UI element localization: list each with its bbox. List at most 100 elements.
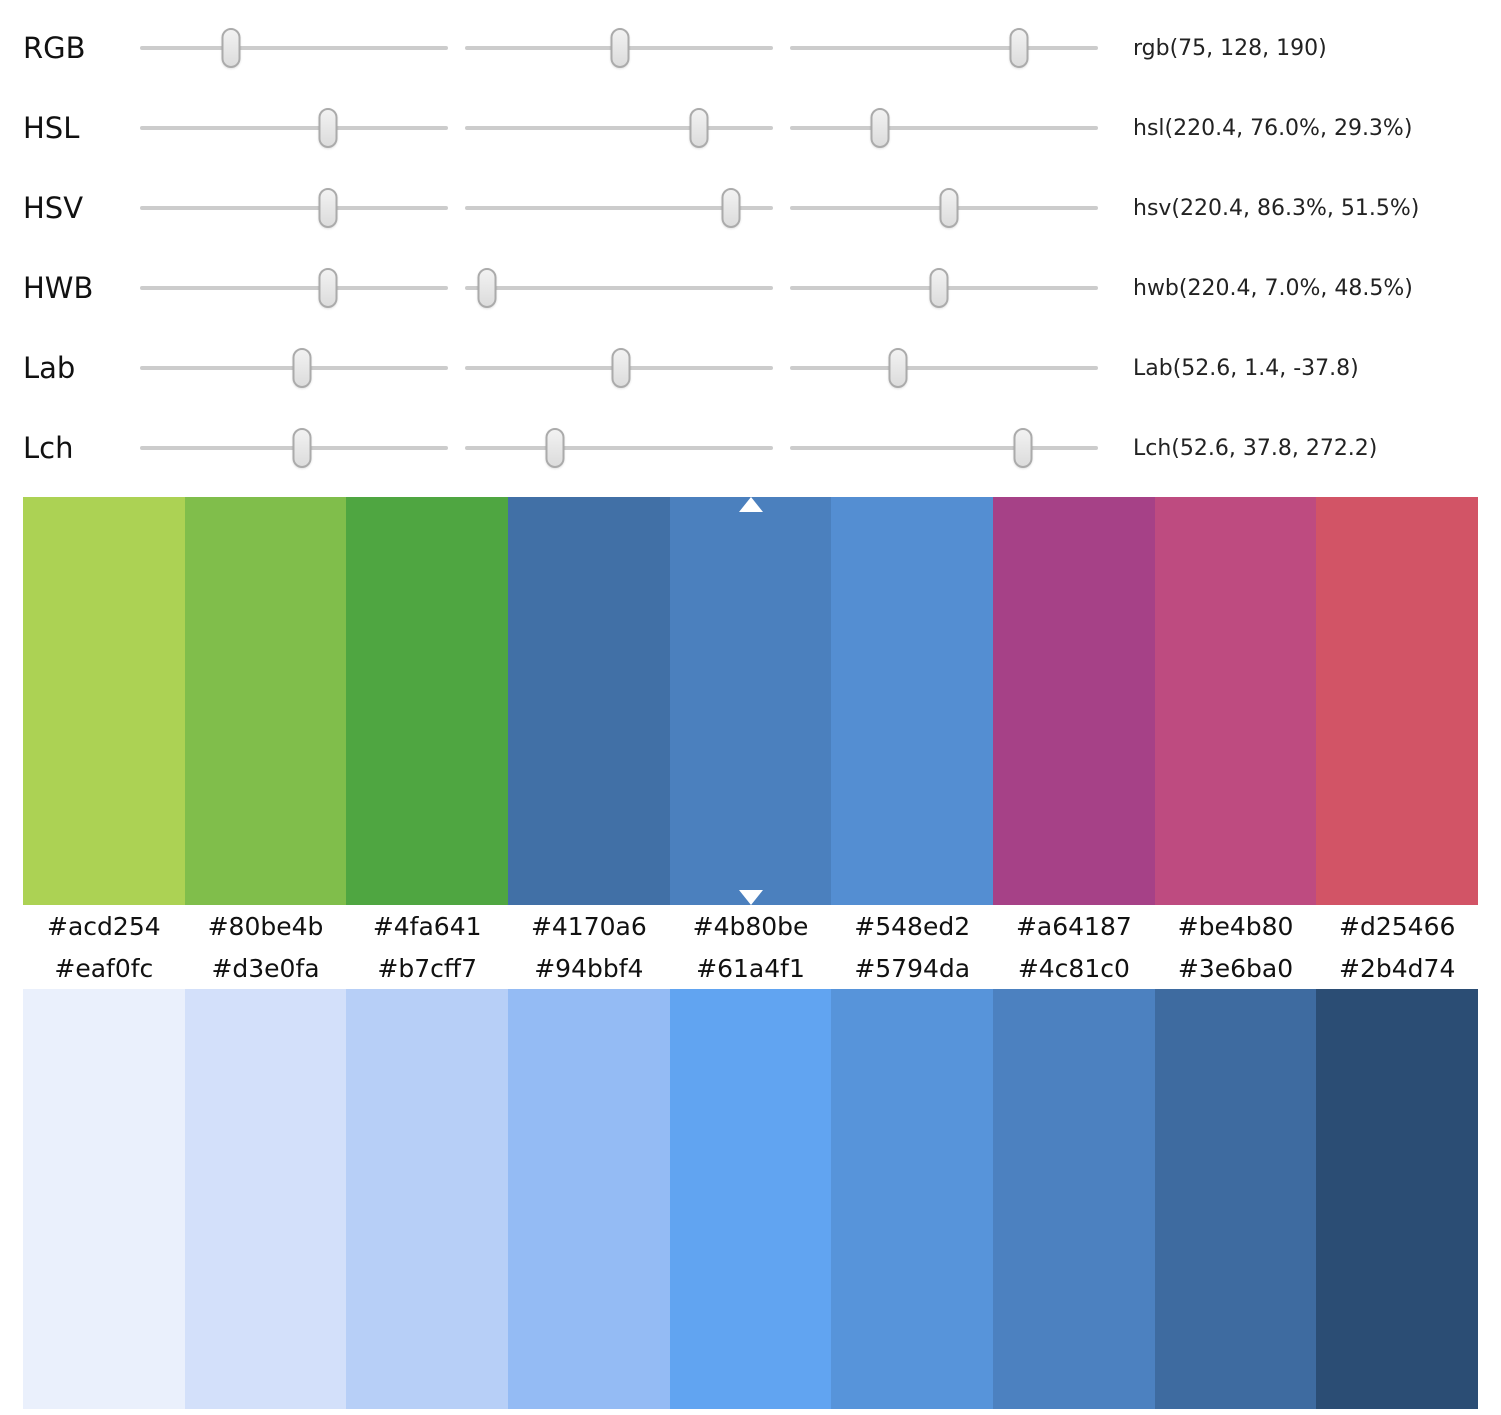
color-value-text: Lab(52.6, 1.4, -37.8) <box>1133 355 1359 381</box>
hex-label: #4c81c0 <box>1017 953 1130 983</box>
hex-label: #4fa641 <box>372 911 482 941</box>
slider-hsl-channel-0[interactable] <box>140 104 448 152</box>
hex-label: #5794da <box>854 953 971 983</box>
slider-track[interactable] <box>790 126 1098 130</box>
slider-track[interactable] <box>140 206 448 210</box>
hex-label: #d3e0fa <box>211 953 320 983</box>
hex-label: #80be4b <box>207 911 324 941</box>
palette-top-swatch-6[interactable] <box>993 497 1155 905</box>
palette-bottom-swatch-4[interactable] <box>669 989 832 1409</box>
hex-label: #548ed2 <box>854 911 971 941</box>
hex-label: #b7cff7 <box>377 953 477 983</box>
slider-thumb[interactable] <box>292 428 312 468</box>
slider-hsl-channel-1[interactable] <box>465 104 773 152</box>
slider-lab-channel-2[interactable] <box>790 344 1098 392</box>
palette-top-swatch-5[interactable] <box>831 497 994 905</box>
slider-row-hsl: HSL hsl(220.4, 76.0%, 29.3%) <box>0 88 1501 168</box>
slider-track[interactable] <box>790 366 1098 370</box>
color-value-text: rgb(75, 128, 190) <box>1133 35 1327 61</box>
selected-swatch-marker-top <box>738 497 763 512</box>
slider-thumb[interactable] <box>611 348 631 388</box>
palette-top-swatch-7[interactable] <box>1154 497 1317 905</box>
slider-thumb[interactable] <box>689 108 709 148</box>
hex-label: #a64187 <box>1015 911 1132 941</box>
color-value-text: hsl(220.4, 76.0%, 29.3%) <box>1133 115 1413 141</box>
palette-bottom-swatch-0[interactable] <box>23 989 185 1409</box>
slider-thumb[interactable] <box>545 428 565 468</box>
palette-bottom-swatch-5[interactable] <box>831 989 994 1409</box>
slider-thumb[interactable] <box>318 188 338 228</box>
palette-bottom <box>23 989 1479 1409</box>
slider-hsv-channel-1[interactable] <box>465 184 773 232</box>
color-value-text: hsv(220.4, 86.3%, 51.5%) <box>1133 195 1420 221</box>
palette-top-swatch-3[interactable] <box>508 497 670 905</box>
slider-thumb[interactable] <box>1013 428 1033 468</box>
palette-top-swatch-8[interactable] <box>1316 497 1479 905</box>
slider-thumb[interactable] <box>929 268 949 308</box>
palette-bottom-swatch-1[interactable] <box>184 989 347 1409</box>
slider-lch-channel-1[interactable] <box>465 424 773 472</box>
hex-label: #acd254 <box>47 911 161 941</box>
palette-bottom-swatch-8[interactable] <box>1316 989 1479 1409</box>
slider-track[interactable] <box>465 206 773 210</box>
slider-track[interactable] <box>790 46 1098 50</box>
slider-thumb[interactable] <box>318 108 338 148</box>
hex-label: #be4b80 <box>1177 911 1294 941</box>
slider-lab-channel-1[interactable] <box>465 344 773 392</box>
slider-track[interactable] <box>790 446 1098 450</box>
slider-thumb[interactable] <box>318 268 338 308</box>
slider-rgb-channel-1[interactable] <box>465 24 773 72</box>
slider-rgb-channel-0[interactable] <box>140 24 448 72</box>
slider-thumb[interactable] <box>721 188 741 228</box>
hex-label: #2b4d74 <box>1339 953 1456 983</box>
color-model-label: HSV <box>23 191 84 225</box>
slider-hsl-channel-2[interactable] <box>790 104 1098 152</box>
slider-track[interactable] <box>140 126 448 130</box>
slider-hsv-channel-0[interactable] <box>140 184 448 232</box>
slider-thumb[interactable] <box>1009 28 1029 68</box>
slider-section: RGB rgb(75, 128, 190) HSL hsl(220.4, 76.0%,… <box>0 0 1501 488</box>
color-model-label: Lab <box>23 351 76 385</box>
slider-rgb-channel-2[interactable] <box>790 24 1098 72</box>
slider-thumb[interactable] <box>221 28 241 68</box>
slider-track[interactable] <box>140 46 448 50</box>
palette-bottom-swatch-7[interactable] <box>1154 989 1317 1409</box>
color-model-label: HSL <box>23 111 80 145</box>
slider-hsv-channel-2[interactable] <box>790 184 1098 232</box>
slider-thumb[interactable] <box>939 188 959 228</box>
slider-track[interactable] <box>465 286 773 290</box>
slider-track[interactable] <box>140 286 448 290</box>
slider-hwb-channel-1[interactable] <box>465 264 773 312</box>
color-model-label: Lch <box>23 431 74 465</box>
palette-top-swatch-4[interactable] <box>669 497 832 905</box>
palette-top <box>23 497 1479 905</box>
slider-thumb[interactable] <box>610 28 630 68</box>
hex-label: #d25466 <box>1339 911 1456 941</box>
palette-bottom-swatch-2[interactable] <box>346 989 509 1409</box>
slider-lch-channel-0[interactable] <box>140 424 448 472</box>
slider-track[interactable] <box>465 446 773 450</box>
palette-top-swatch-2[interactable] <box>346 497 509 905</box>
palette-bottom-swatch-6[interactable] <box>993 989 1155 1409</box>
slider-row-lch: Lch Lch(52.6, 37.8, 272.2) <box>0 408 1501 488</box>
slider-thumb[interactable] <box>870 108 890 148</box>
hex-label: #94bbf4 <box>534 953 644 983</box>
slider-thumb[interactable] <box>477 268 497 308</box>
slider-hwb-channel-2[interactable] <box>790 264 1098 312</box>
slider-thumb[interactable] <box>292 348 312 388</box>
hex-label: #eaf0fc <box>54 953 154 983</box>
color-model-label: RGB <box>23 31 86 65</box>
palette-top-swatch-1[interactable] <box>184 497 347 905</box>
slider-lch-channel-2[interactable] <box>790 424 1098 472</box>
palette-bottom-swatch-3[interactable] <box>508 989 670 1409</box>
slider-track[interactable] <box>465 126 773 130</box>
color-model-label: HWB <box>23 271 94 305</box>
color-value-text: hwb(220.4, 7.0%, 48.5%) <box>1133 275 1413 301</box>
palette-top-swatch-0[interactable] <box>23 497 185 905</box>
slider-hwb-channel-0[interactable] <box>140 264 448 312</box>
hex-label: #4b80be <box>692 911 809 941</box>
slider-row-lab: Lab Lab(52.6, 1.4, -37.8) <box>0 328 1501 408</box>
slider-thumb[interactable] <box>888 348 908 388</box>
slider-lab-channel-0[interactable] <box>140 344 448 392</box>
